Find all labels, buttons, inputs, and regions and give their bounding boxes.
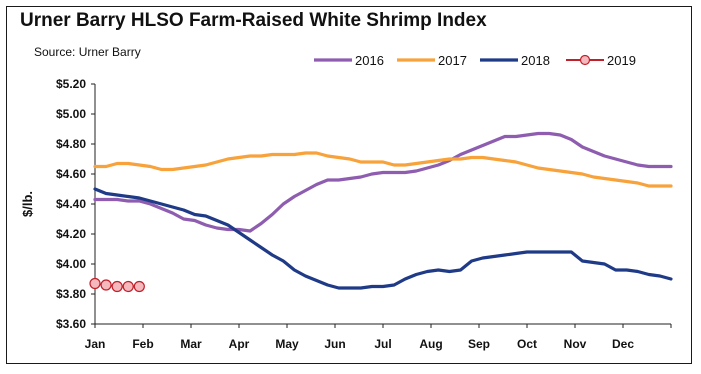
y-tick-label: $3.60 — [56, 317, 86, 331]
y-tick-label: $4.60 — [56, 167, 86, 181]
x-axis-ticks: Jan Feb Mar Apr May Jun Jul Aug Sep Oct Nov Dec — [85, 324, 672, 351]
x-tick-label: Jun — [324, 337, 345, 351]
x-tick-label: Aug — [419, 337, 442, 351]
legend-label-2019: 2019 — [607, 53, 636, 68]
legend-label-2017: 2017 — [438, 53, 467, 68]
chart-title: Urner Barry HLSO Farm-Raised White Shrim… — [20, 10, 487, 31]
chart-frame — [6, 6, 692, 364]
chart-subtitle: Source: Urner Barry — [34, 45, 141, 59]
y-tick-label: $4.20 — [56, 227, 86, 241]
x-tick-label: Mar — [180, 337, 202, 351]
legend-label-2018: 2018 — [521, 53, 550, 68]
y-axis-ticks: $3.60 $3.80 $4.00 $4.20 $4.40 $4.60 $4.80 $5.00… — [56, 77, 95, 331]
data-point-2019 — [133, 280, 145, 293]
y-tick-label: $5.00 — [56, 107, 86, 121]
series-group — [89, 131, 673, 293]
series-line-2018 — [93, 187, 673, 290]
y-tick-label: $4.80 — [56, 137, 86, 151]
x-tick-label: Feb — [132, 337, 153, 351]
data-point-2019 — [89, 277, 101, 290]
x-tick-label: Sep — [468, 337, 490, 351]
series-line-2016 — [93, 131, 673, 233]
legend-marker-2019 — [579, 54, 591, 66]
y-axis-label: $/lb. — [20, 191, 35, 217]
y-tick-label: $4.00 — [56, 257, 86, 271]
x-tick-label: Jan — [85, 337, 106, 351]
x-tick-label: Nov — [564, 337, 587, 351]
x-tick-label: Dec — [612, 337, 634, 351]
x-tick-label: May — [275, 337, 299, 351]
data-point-2019 — [100, 279, 112, 291]
data-point-2019 — [122, 280, 134, 293]
series-line-2017 — [93, 151, 673, 188]
x-tick-label: Apr — [229, 337, 250, 351]
legend-label-2016: 2016 — [355, 53, 384, 68]
data-point-2019 — [111, 280, 123, 293]
legend: 2016 2017 2018 2019 — [314, 53, 636, 68]
y-tick-label: $5.20 — [56, 77, 86, 91]
x-tick-label: Oct — [517, 337, 537, 351]
y-tick-label: $4.40 — [56, 197, 86, 211]
x-tick-label: Jul — [374, 337, 391, 351]
y-tick-label: $3.80 — [56, 287, 86, 301]
